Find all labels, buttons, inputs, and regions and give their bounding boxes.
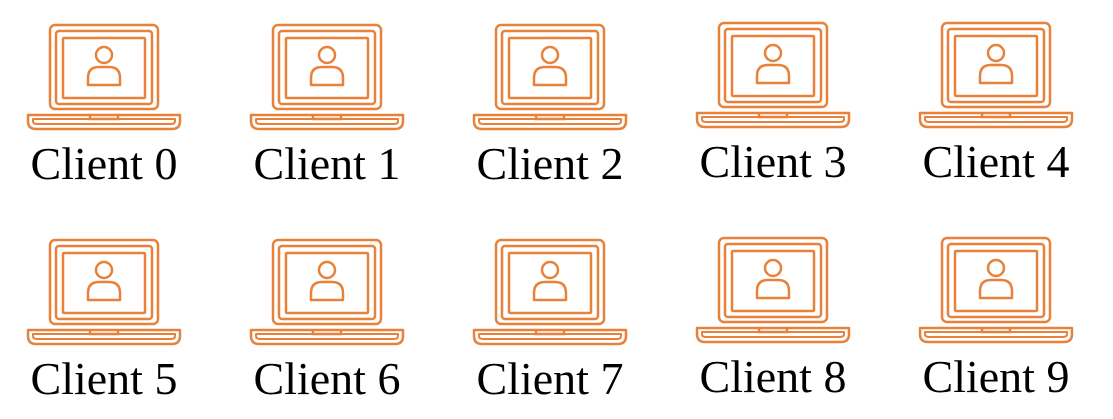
laptop-user-icon [695, 21, 851, 129]
client-7: Client 7 [450, 219, 650, 419]
laptop-user-icon [249, 23, 405, 131]
laptop-user-icon [249, 238, 405, 346]
laptop-user-icon [472, 23, 628, 131]
client-9: Client 9 [896, 217, 1096, 417]
client-4: Client 4 [896, 2, 1096, 202]
laptop-user-icon [26, 23, 182, 131]
client-1: Client 1 [227, 4, 427, 204]
client-label: Client 4 [922, 136, 1070, 187]
client-8: Client 8 [673, 217, 873, 417]
client-label: Client 3 [699, 136, 847, 187]
client-label: Client 2 [476, 138, 624, 189]
client-label: Client 9 [922, 351, 1070, 402]
laptop-user-icon [26, 238, 182, 346]
client-3: Client 3 [673, 2, 873, 202]
client-label: Client 0 [30, 138, 178, 189]
client-label: Client 7 [476, 353, 624, 404]
laptop-user-icon [918, 236, 1074, 344]
laptop-user-icon [695, 236, 851, 344]
client-6: Client 6 [227, 219, 427, 419]
client-label: Client 6 [253, 353, 401, 404]
client-5: Client 5 [4, 219, 204, 419]
client-label: Client 8 [699, 351, 847, 402]
client-2: Client 2 [450, 4, 650, 204]
client-label: Client 1 [253, 138, 401, 189]
laptop-user-icon [472, 238, 628, 346]
client-label: Client 5 [30, 353, 178, 404]
laptop-user-icon [918, 21, 1074, 129]
client-0: Client 0 [4, 4, 204, 204]
